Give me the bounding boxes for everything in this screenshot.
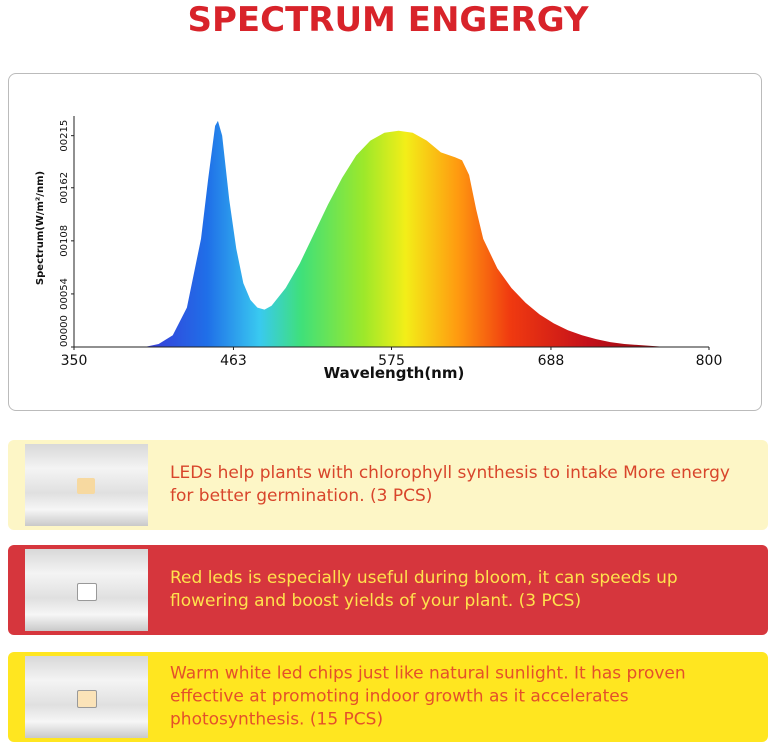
led-chip [77, 478, 95, 494]
led-strip [25, 656, 148, 738]
led-chip [77, 583, 97, 601]
spectrum-area [144, 120, 667, 348]
feature-text: LEDs help plants with chlorophyll synthe… [170, 463, 730, 506]
feature-card: Red leds is especially useful during blo… [8, 545, 768, 635]
feature-card: Warm white led chips just like natural s… [8, 652, 768, 742]
chart: Wavelength(nm) Spectrum(W/m²/nm) 350 463 5… [35, 116, 723, 382]
feature-text: Warm white led chips just like natural s… [170, 663, 686, 730]
feature-card: LEDs help plants with chlorophyll synthe… [8, 440, 768, 530]
y-tick-label: 00108 [59, 225, 70, 257]
led-strip [25, 444, 148, 526]
led-chip [77, 690, 97, 708]
x-axis-label: Wavelength(nm) [324, 364, 465, 382]
chart-panel: Wavelength(nm) Spectrum(W/m²/nm) 350 463 5… [8, 73, 762, 411]
x-tick-label: 463 [220, 353, 247, 369]
y-tick-label: 00215 [59, 120, 70, 152]
x-tick-label: 575 [378, 353, 405, 369]
y-axis-label: Spectrum(W/m²/nm) [35, 171, 46, 285]
x-tick-label: 688 [538, 353, 565, 369]
y-tick-label: 00000 [59, 315, 70, 347]
y-tick-label: 00162 [59, 172, 70, 204]
x-tick-label: 350 [61, 353, 88, 369]
y-tick-label: 00054 [59, 278, 70, 310]
x-tick-label: 800 [696, 353, 723, 369]
feature-text: Red leds is especially useful during blo… [170, 568, 678, 611]
page-title: SPECTRUM ENGERGY [187, 0, 589, 40]
led-strip [25, 549, 148, 631]
